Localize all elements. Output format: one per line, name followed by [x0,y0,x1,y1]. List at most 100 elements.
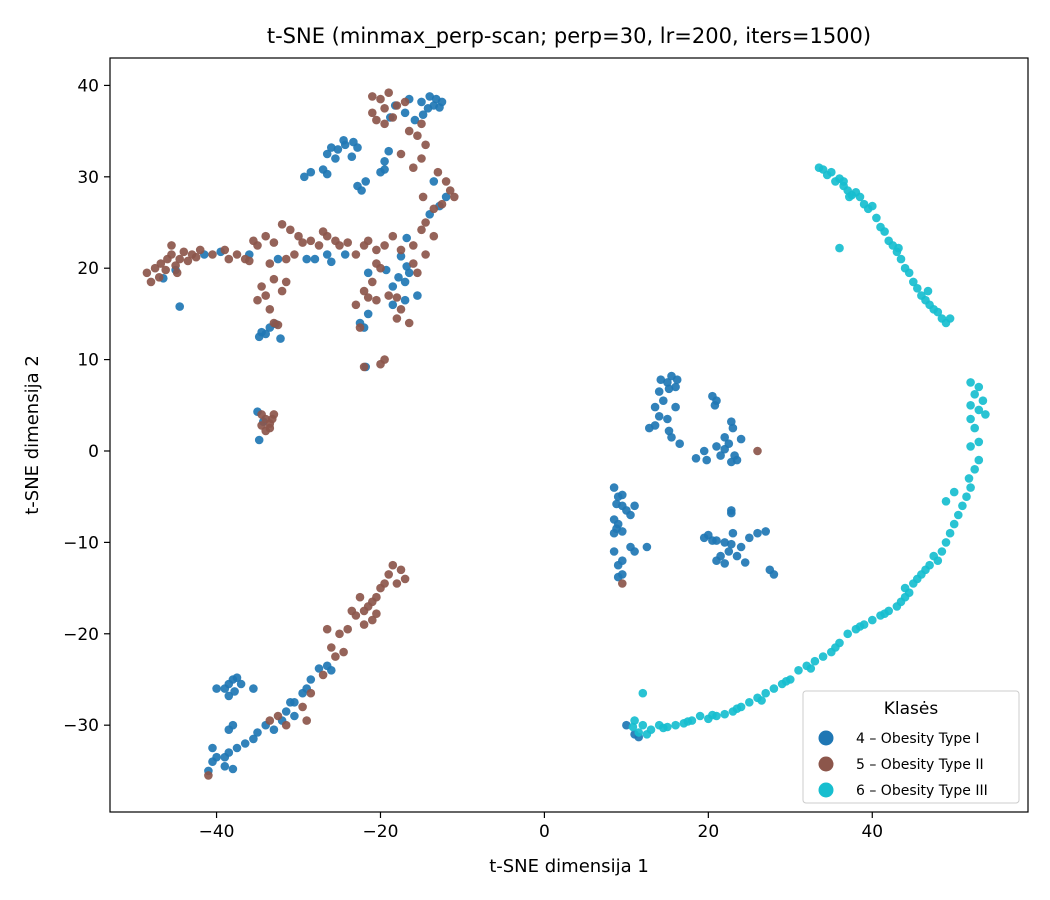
data-point [626,510,635,520]
data-point [363,293,373,302]
data-point [253,295,262,305]
data-point [290,698,299,707]
data-point [417,97,426,107]
data-point [306,167,316,177]
legend-label: 5 – Obesity Type II [856,757,984,773]
data-point [423,104,433,113]
data-point [880,609,889,618]
data-point [638,688,648,698]
data-point [281,720,291,730]
data-point [966,401,975,410]
data-point [318,670,328,680]
data-point [265,259,275,268]
data-point [724,439,734,449]
data-point [683,717,693,726]
data-point [425,92,435,101]
data-point [333,145,343,154]
data-point [175,254,184,264]
x-tick-label: 40 [861,822,883,842]
data-point [310,254,320,264]
data-point [384,570,394,579]
series-3-points [628,163,990,739]
data-point [269,725,279,734]
data-point [880,227,889,236]
x-axis-label: t-SNE dimensija 1 [489,856,649,877]
legend-label: 4 – Obesity Type I [856,731,979,747]
x-tick-label: −40 [199,822,235,842]
data-point [306,688,316,698]
data-point [150,263,160,273]
data-point [966,378,975,387]
data-point [645,423,654,433]
data-point [230,687,239,696]
data-point [656,375,666,385]
data-point [376,583,385,593]
data-point [240,739,250,748]
data-point [753,528,762,538]
data-point [363,268,373,278]
legend-title: Klasės [884,699,939,719]
data-point [843,629,852,639]
data-point [732,704,742,713]
data-point [941,497,951,506]
data-point [429,177,439,186]
data-point [388,231,398,241]
data-point [909,579,918,588]
data-point [728,423,738,433]
data-point [347,152,357,161]
data-point [220,752,230,762]
data-point [402,233,412,243]
data-point [322,624,332,634]
y-tick-label: −30 [63,716,99,736]
data-point [212,684,221,693]
data-point [937,547,947,556]
data-point [253,728,262,737]
data-point [732,551,742,561]
data-point [327,143,336,152]
data-point [156,259,166,268]
data-point [691,454,701,463]
data-point [966,442,975,451]
data-point [404,268,414,278]
data-point [331,652,340,661]
data-point [208,757,217,766]
data-point [167,241,176,250]
data-point [339,136,348,145]
data-point [261,329,271,339]
data-point [380,241,389,250]
data-point [413,131,422,140]
data-point [335,629,344,639]
data-point [269,274,279,284]
legend-label: 6 – Obesity Type III [856,783,988,799]
data-point [900,583,910,593]
data-point [962,492,971,502]
data-point [322,231,332,241]
data-point [224,725,234,734]
data-point [245,256,254,266]
data-point [421,250,430,259]
data-point [417,154,426,163]
data-point [806,664,816,673]
data-point [353,143,362,152]
data-point [421,218,430,227]
data-point [388,113,398,122]
data-point [909,277,918,287]
data-point [845,192,854,202]
data-point [335,241,344,250]
data-point [167,250,176,259]
data-points [142,88,990,780]
data-point [396,245,406,255]
series-2-points [142,88,762,780]
y-axis-label: t-SNE dimensija 2 [22,355,43,515]
data-point [355,323,365,332]
data-point [298,238,307,247]
data-point [372,295,381,305]
data-point [974,405,984,415]
data-point [396,305,406,314]
data-point [368,277,377,287]
data-point [970,390,979,399]
data-point [400,108,410,118]
data-point [702,455,711,465]
data-point [904,268,914,278]
data-point [400,277,410,287]
